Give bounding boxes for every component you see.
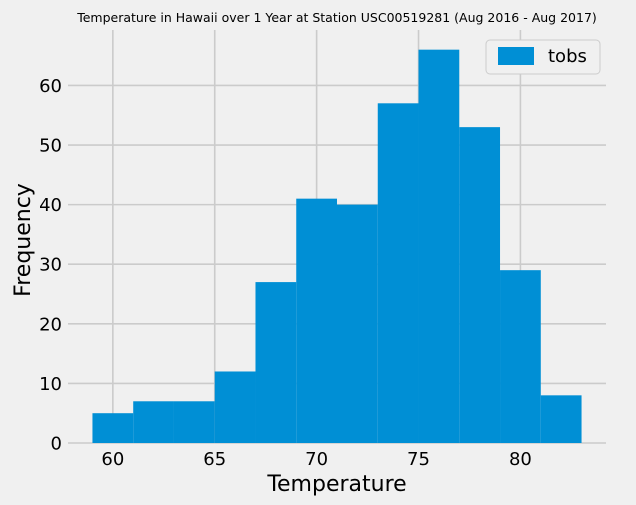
y-axis-ticks: 0 10 20 30 40 50 60	[39, 76, 62, 455]
legend: tobs	[485, 39, 601, 75]
y-tick-label: 10	[39, 374, 62, 395]
legend-swatch-tobs	[498, 47, 534, 65]
y-tick-label: 0	[51, 434, 62, 455]
histogram-bar	[540, 395, 582, 443]
x-tick-label: 70	[305, 449, 328, 470]
y-axis-label: Frequency	[11, 183, 36, 297]
y-tick-label: 40	[39, 195, 62, 216]
y-tick-label: 60	[39, 76, 62, 97]
histogram-bar	[255, 282, 297, 443]
bars	[92, 49, 582, 444]
x-tick-label: 65	[203, 449, 226, 470]
x-axis-label: Temperature	[266, 472, 406, 497]
histogram-bar	[214, 371, 256, 443]
histogram-bar	[173, 401, 215, 443]
histogram-bar	[92, 413, 134, 443]
x-tick-label: 80	[509, 449, 532, 470]
x-tick-label: 60	[101, 449, 124, 470]
histogram-bar	[133, 401, 174, 443]
legend-label-tobs: tobs	[548, 46, 587, 67]
x-axis-ticks: 60 65 70 75 80	[101, 449, 531, 470]
y-tick-label: 50	[39, 136, 62, 157]
y-tick-label: 20	[39, 314, 62, 335]
y-tick-label: 30	[39, 255, 62, 276]
histogram-bar	[418, 49, 460, 444]
histogram-bar	[377, 103, 419, 443]
histogram-bar	[296, 198, 337, 443]
histogram-bar	[500, 270, 541, 443]
histogram-bar	[459, 127, 501, 443]
histogram-bar	[337, 204, 378, 443]
chart-title: Temperature in Hawaii over 1 Year at Sta…	[76, 10, 597, 25]
x-tick-label: 75	[407, 449, 430, 470]
